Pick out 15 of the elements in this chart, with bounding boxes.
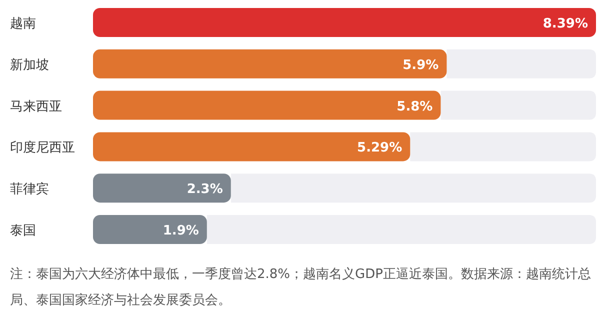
y-tick-label: 马来西亚	[10, 99, 62, 114]
data-label: 5.8%	[396, 99, 433, 114]
data-label: 1.9%	[162, 224, 199, 238]
y-tick-label: 印度尼西亚	[10, 140, 75, 156]
data-label: 5.9%	[402, 58, 439, 73]
y-tick-label: 越南	[10, 16, 36, 32]
y-tick-label: 菲律宾	[10, 181, 49, 198]
y-tick-label: 泰国	[10, 224, 36, 238]
bar	[93, 215, 207, 244]
data-label: 5.29%	[357, 140, 402, 156]
data-label: 8.39%	[542, 16, 588, 32]
bar	[93, 8, 596, 37]
data-label: 2.3%	[186, 182, 223, 198]
text: 注：泰国为六大经济体中最低，一季度曾达2.8%；越南名义GDP正逼近泰国。数据来源：越南统计总局、泰国国家经济与社会发展委员会。	[10, 266, 592, 310]
y-tick-label: 新加坡	[10, 58, 49, 73]
